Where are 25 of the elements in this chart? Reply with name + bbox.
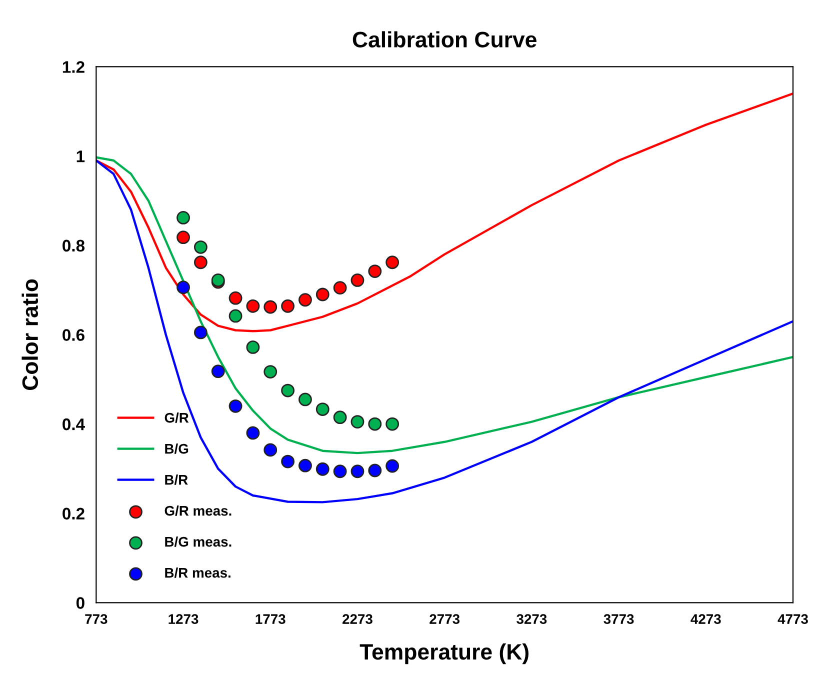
x-axis-title: Temperature (K) xyxy=(360,643,528,664)
y-tick-label: 0.6 xyxy=(62,329,84,341)
legend-label: G/R meas. xyxy=(164,506,232,516)
legend-label: B/G meas. xyxy=(165,536,232,547)
legend-label: G/R xyxy=(164,412,189,423)
x-tick-label: 3773 xyxy=(604,614,634,624)
legend-label: B/R xyxy=(165,474,188,485)
legend-label: B/G xyxy=(165,444,188,454)
y-tick-label: 0.8 xyxy=(62,240,85,252)
y-tick-label: 0.2 xyxy=(62,508,84,520)
x-tick-label: 1773 xyxy=(256,614,286,624)
y-tick-label: 1 xyxy=(76,150,85,162)
x-tick-label: 3273 xyxy=(516,614,547,624)
chart-title: Calibration Curve xyxy=(352,31,536,48)
x-tick-label: 2773 xyxy=(430,614,460,624)
x-tick-label: 1273 xyxy=(168,614,198,624)
x-tick-label: 4273 xyxy=(690,614,721,624)
y-tick-label: 1.2 xyxy=(62,61,84,73)
x-tick-label: 773 xyxy=(85,614,108,624)
y-tick-label: 0.4 xyxy=(62,418,85,430)
legend-label: B/R meas. xyxy=(165,568,230,578)
x-tick-label: 2273 xyxy=(342,614,372,624)
y-tick-label: 0 xyxy=(76,597,84,609)
x-tick-label: 4773 xyxy=(778,614,808,624)
y-axis-title: Color ratio xyxy=(22,279,38,390)
